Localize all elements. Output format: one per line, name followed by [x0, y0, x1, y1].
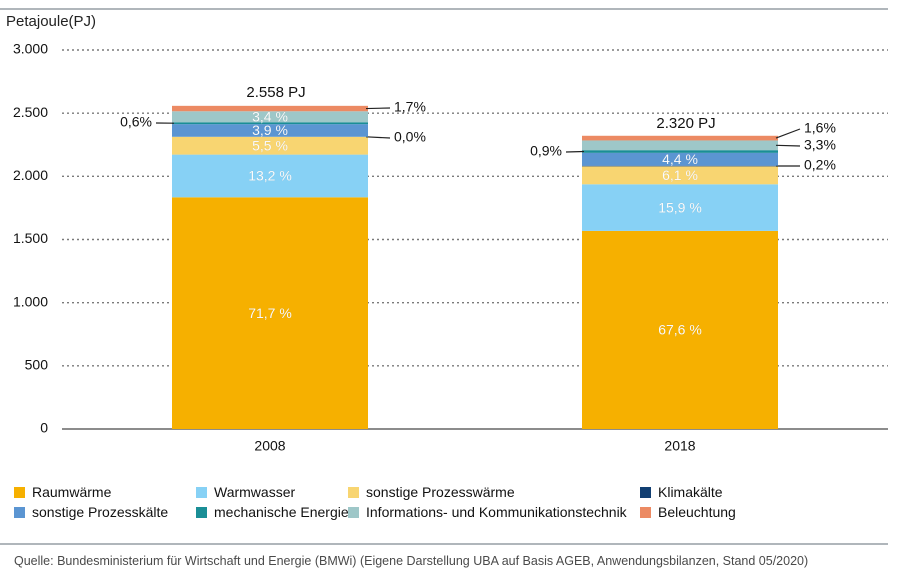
- bar-segment: [582, 184, 778, 231]
- y-tick-label: 2.500: [13, 104, 48, 120]
- bar-segment: [582, 150, 778, 153]
- bar-segment: [582, 165, 778, 167]
- legend-item: Raumwärme: [14, 484, 111, 500]
- top-rule: [0, 8, 888, 10]
- bar-segment: [582, 230, 778, 429]
- legend-item: sonstige Prozesskälte: [14, 504, 168, 520]
- legend-item: Warmwasser: [196, 484, 295, 500]
- data-label: 4,4 %: [662, 151, 698, 167]
- data-label: 0,9%: [530, 143, 562, 159]
- bar-segment: [172, 136, 368, 155]
- y-axis-label: Petajoule(PJ): [6, 13, 97, 30]
- y-tick-label: 2.000: [13, 167, 48, 183]
- legend-label: Beleuchtung: [658, 504, 736, 520]
- stacked-bar-chart: 0 500 1.000 1.500 2.000 2.500 3.000 71,7 % 13,2 …: [13, 41, 888, 454]
- total-label: 2.320 PJ: [656, 115, 715, 132]
- legend-label: mechanische Energie: [214, 504, 349, 520]
- data-label: 3,9 %: [252, 122, 288, 138]
- legend-swatch: [640, 506, 651, 518]
- legend-label: sonstige Prozesswärme: [366, 484, 515, 500]
- y-tick-label: 3.000: [13, 41, 48, 57]
- bar-segment: [172, 197, 368, 429]
- legend-swatch: [640, 486, 651, 498]
- source-note: Quelle: Bundesministerium für Wirtschaft…: [14, 554, 809, 568]
- data-label: 3,3%: [804, 137, 836, 153]
- data-label: 13,2 %: [248, 168, 292, 184]
- legend-item: Klimakälte: [640, 484, 723, 500]
- label-leader-line: [365, 107, 391, 110]
- bar-segment: [582, 166, 778, 185]
- bar-segment: [172, 154, 368, 198]
- legend-swatch: [196, 486, 207, 498]
- data-label: 15,9 %: [658, 199, 702, 215]
- bar-segment: [582, 140, 778, 151]
- legend-swatch: [348, 486, 359, 498]
- total-label: 2.558 PJ: [246, 84, 305, 101]
- data-label: 71,7 %: [248, 305, 292, 321]
- data-label: 6,1 %: [662, 167, 698, 183]
- bar-segment: [172, 105, 368, 112]
- label-leader-line: [365, 136, 391, 139]
- y-tick-label: 500: [25, 357, 49, 373]
- x-tick-label: 2018: [664, 438, 695, 454]
- x-tick-label: 2008: [254, 438, 285, 454]
- legend-item: Beleuchtung: [640, 504, 736, 520]
- legend-label: Informations- und Kommunikationstechnik: [366, 504, 627, 520]
- legend-label: Raumwärme: [32, 484, 112, 500]
- legend-item: Informations- und Kommunikationstechnik: [348, 504, 627, 520]
- legend-label: Klimakälte: [658, 484, 723, 500]
- y-tick-label: 1.500: [13, 230, 48, 246]
- legend-item: sonstige Prozesswärme: [348, 484, 515, 500]
- data-label: 0,2%: [804, 157, 836, 173]
- legend-item: mechanische Energie: [196, 504, 349, 520]
- data-label: 1,6%: [804, 120, 836, 136]
- data-label: 1,7%: [394, 99, 426, 115]
- bar-segment: [582, 152, 778, 166]
- bar-segment: [582, 135, 778, 141]
- data-label: 5,5 %: [252, 137, 288, 153]
- data-label: 0,0%: [394, 129, 426, 145]
- label-leader-line: [775, 144, 801, 147]
- bar-segment: [172, 122, 368, 125]
- legend-label: Warmwasser: [214, 484, 296, 500]
- legend-swatch: [348, 506, 359, 518]
- data-label: 3,4 %: [252, 108, 288, 124]
- y-tick-label: 0: [40, 420, 48, 436]
- bar-segment: [172, 124, 368, 137]
- bar-segment: [172, 111, 368, 123]
- data-label: 0,6%: [120, 114, 152, 130]
- legend-swatch: [14, 486, 25, 498]
- y-tick-label: 1.000: [13, 293, 48, 309]
- label-leader-line: [775, 128, 801, 139]
- legend-swatch: [196, 506, 207, 518]
- bottom-rule: [0, 543, 888, 545]
- data-label: 67,6 %: [658, 322, 702, 338]
- legend-swatch: [14, 506, 25, 518]
- legend-label: sonstige Prozesskälte: [32, 504, 169, 520]
